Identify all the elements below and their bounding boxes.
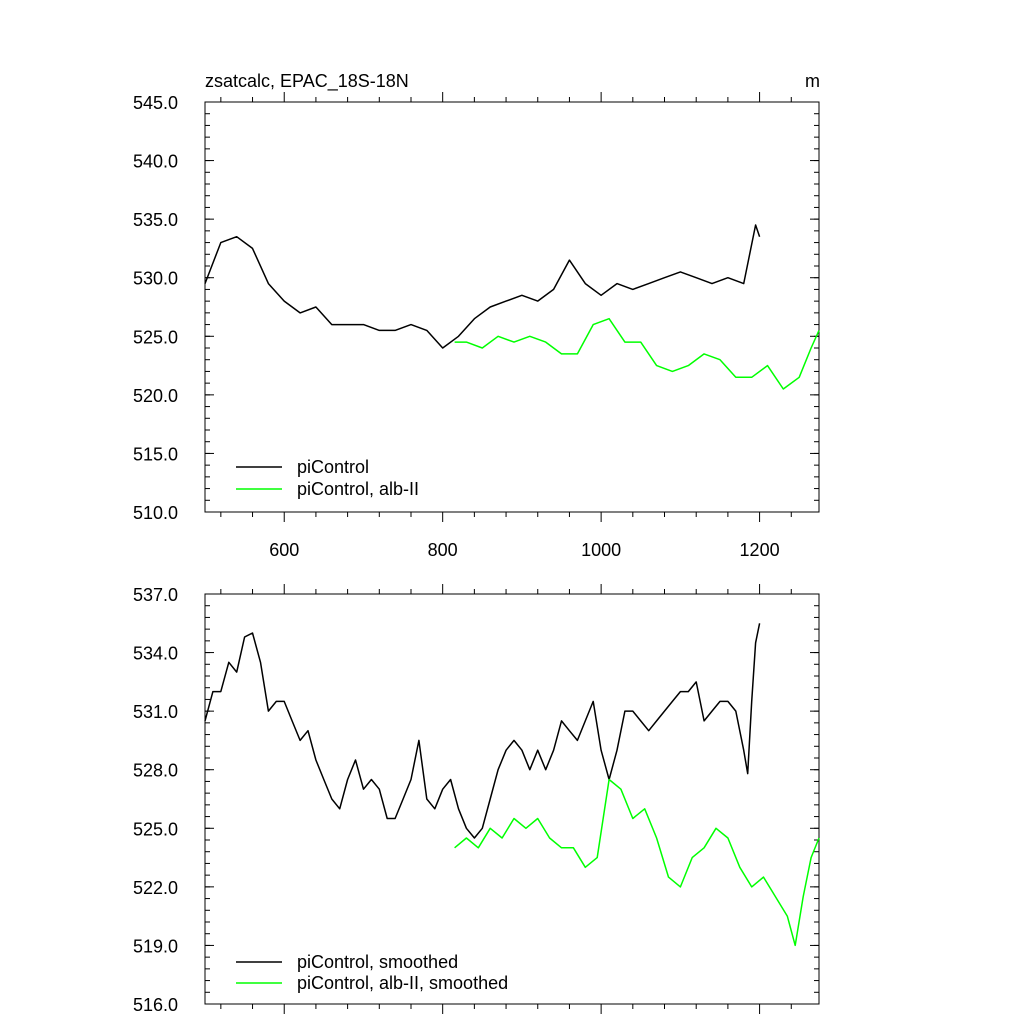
y-tick-label: 530.0 (133, 269, 178, 289)
series-line-picontrol (204, 224, 761, 349)
top-series (204, 224, 820, 390)
legend-label-alb-ii: piControl, alb-II (297, 479, 419, 499)
units-label: m (805, 71, 820, 91)
y-tick-label: 516.0 (133, 995, 178, 1015)
y-tick-label: 545.0 (133, 93, 178, 113)
y-tick-label: 535.0 (133, 210, 178, 230)
y-tick-label: 522.0 (133, 878, 178, 898)
y-tick-label: 537.0 (133, 585, 178, 605)
plot-frame-bottom (204, 593, 820, 1005)
x-tick-label: 1200 (740, 540, 780, 560)
series-line-picontrol-alb-ii-smoothed (454, 778, 820, 947)
series-line-picontrol-alb-ii (454, 317, 820, 390)
plot-frame-top (204, 101, 820, 513)
y-tick-label: 540.0 (133, 152, 178, 172)
series-line-picontrol-smoothed (204, 623, 761, 839)
y-tick-label: 520.0 (133, 386, 178, 406)
bottom-series (204, 623, 820, 947)
bottom-legend: piControl, smoothed piControl, alb-II, s… (236, 952, 508, 993)
legend-label-picontrol-smoothed: piControl, smoothed (297, 952, 458, 972)
chart-title: zsatcalc, EPAC_18S-18N (205, 71, 409, 92)
legend-label-picontrol: piControl (297, 457, 369, 477)
x-tick-label: 1000 (581, 540, 621, 560)
x-tick-label: 600 (269, 540, 299, 560)
y-tick-label: 528.0 (133, 761, 178, 781)
y-tick-label: 510.0 (133, 503, 178, 523)
bottom-panel: 516.0 519.0 522.0 525.0 528.0 531.0 534.0 537.0… (133, 584, 820, 1015)
top-ticks: 510.0 515.0 520.0 525.0 530.0 535.0 540.0 545.0… (133, 92, 819, 560)
x-tick-label: 800 (428, 540, 458, 560)
y-tick-label: 515.0 (133, 444, 178, 464)
top-panel: zsatcalc, EPAC_18S-18N m 510.0 515.0 520.0… (133, 71, 820, 560)
y-tick-label: 534.0 (133, 644, 178, 664)
y-tick-label: 519.0 (133, 936, 178, 956)
legend-label-alb-ii-smoothed: piControl, alb-II, smoothed (297, 973, 508, 993)
y-tick-label: 525.0 (133, 819, 178, 839)
y-tick-label: 531.0 (133, 702, 178, 722)
top-legend: piControl piControl, alb-II (236, 457, 419, 499)
bottom-ticks: 516.0 519.0 522.0 525.0 528.0 531.0 534.0 537.0 (133, 584, 819, 1015)
y-tick-label: 525.0 (133, 327, 178, 347)
